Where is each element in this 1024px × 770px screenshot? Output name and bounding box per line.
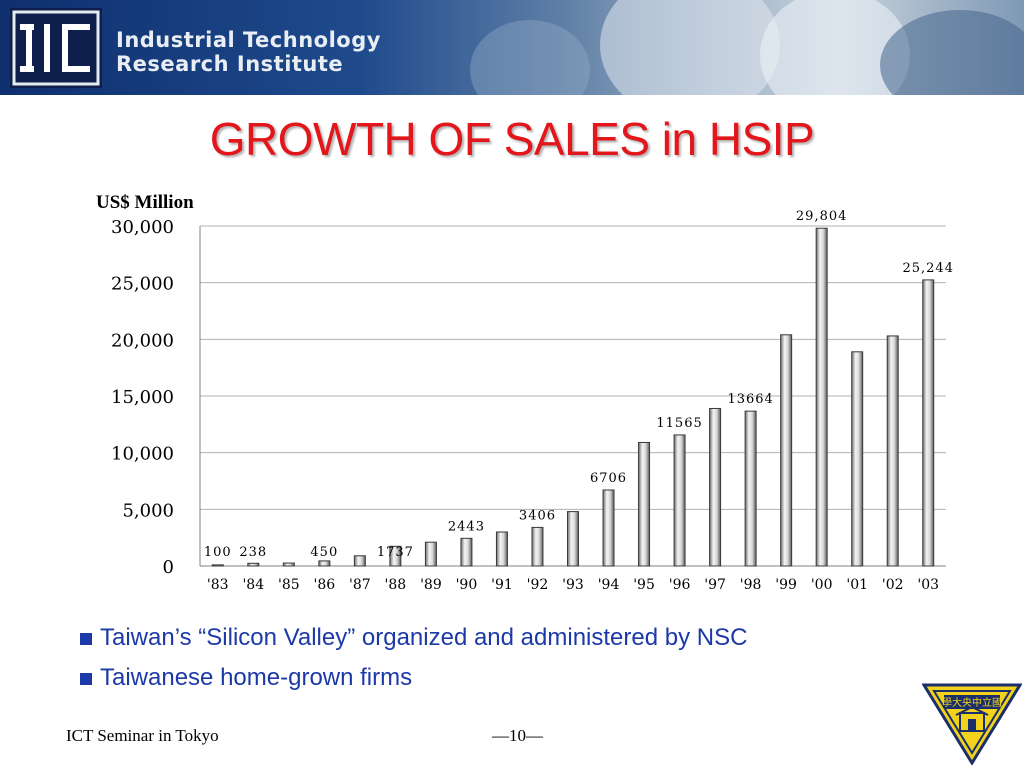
x-tick-label: '95 <box>633 577 655 593</box>
y-tick-label: 30,000 <box>111 217 174 238</box>
data-label: 29,804 <box>796 209 848 224</box>
bar <box>282 562 295 567</box>
x-tick-label: '92 <box>527 577 549 593</box>
x-tick-label: '96 <box>669 577 691 593</box>
bar <box>673 434 686 567</box>
y-axis-title: US$ Million <box>96 192 194 213</box>
bar <box>851 351 864 567</box>
bar <box>886 335 899 567</box>
itri-logo: JIC <box>10 8 102 88</box>
x-tick-label: '83 <box>207 577 229 593</box>
banner-photo-shape <box>470 20 590 95</box>
y-tick-label: 5,000 <box>122 500 174 521</box>
bar <box>353 555 366 567</box>
bar <box>709 407 722 567</box>
svg-text:JIC: JIC <box>56 86 60 88</box>
y-tick-label: 20,000 <box>111 330 174 351</box>
x-tick-label: '98 <box>740 577 762 593</box>
square-bullet-icon <box>80 673 92 685</box>
bar <box>638 441 651 567</box>
x-tick-label: '91 <box>491 577 513 593</box>
x-tick-label: '03 <box>917 577 939 593</box>
footer-left: ICT Seminar in Tokyo <box>66 726 219 745</box>
org-name-line2: Research Institute <box>116 52 344 76</box>
bullet-list: Taiwan’s “Silicon Valley” organized and … <box>80 618 747 698</box>
data-label: 25,244 <box>902 261 954 276</box>
page-number: —10— <box>492 726 543 745</box>
banner-photo-shape <box>600 0 780 95</box>
bar <box>744 410 757 567</box>
y-tick-label: 0 <box>163 557 174 578</box>
data-label: 1737 <box>377 545 414 560</box>
x-tick-label: '89 <box>420 577 442 593</box>
bar <box>602 489 615 567</box>
data-label: 2443 <box>448 519 485 534</box>
x-tick-label: '99 <box>775 577 797 593</box>
header-banner: JIC Industrial Technology Research Insti… <box>0 0 1024 95</box>
bar <box>318 560 331 567</box>
data-label: 13664 <box>727 392 773 407</box>
bar <box>495 531 508 567</box>
svg-text:學大央中立國: 學大央中立國 <box>942 696 1002 709</box>
y-tick-label: 10,000 <box>111 444 174 465</box>
x-tick-label: '97 <box>704 577 726 593</box>
bullet-text: Taiwanese home-grown firms <box>100 664 413 691</box>
bar <box>780 334 793 567</box>
bar <box>531 526 544 567</box>
data-label: 11565 <box>656 416 702 431</box>
x-tick-label: '01 <box>846 577 868 593</box>
x-tick-label: '93 <box>562 577 584 593</box>
data-label: 238 <box>239 545 267 560</box>
org-name-line1: Industrial Technology <box>116 28 381 52</box>
bullet-item: Taiwanese home-grown firms <box>80 658 747 698</box>
data-label: 3406 <box>519 508 556 523</box>
bullet-item: Taiwan’s “Silicon Valley” organized and … <box>80 618 747 658</box>
bar <box>247 562 260 567</box>
bar <box>815 227 828 567</box>
bar <box>389 545 402 567</box>
slide-title: GROWTH OF SALES in HSIP <box>209 113 815 165</box>
bar <box>424 541 437 567</box>
bar <box>567 511 579 567</box>
x-tick-label: '90 <box>456 577 478 593</box>
x-tick-label: '02 <box>882 577 904 593</box>
x-tick-label: '85 <box>278 577 300 593</box>
data-label: 6706 <box>590 471 627 486</box>
x-tick-label: '84 <box>242 577 264 593</box>
x-tick-label: '88 <box>385 577 407 593</box>
bullet-text: Taiwan’s “Silicon Valley” organized and … <box>100 624 748 651</box>
bar <box>211 564 224 567</box>
university-seal-logo: 學大央中立國 <box>921 683 1023 766</box>
data-label: 450 <box>310 545 338 560</box>
x-tick-label: '86 <box>313 577 335 593</box>
y-tick-label: 25,000 <box>111 274 174 295</box>
x-tick-label: '94 <box>598 577 620 593</box>
square-bullet-icon <box>80 633 92 645</box>
y-tick-label: 15,000 <box>111 387 174 408</box>
sales-bar-chart: 0 5,000 10,000 15,000 20,000 25,000 30,000 US$ … <box>96 192 954 593</box>
x-tick-label: '00 <box>811 577 833 593</box>
bar <box>922 279 935 567</box>
x-tick-label: '87 <box>349 577 371 593</box>
banner-photo-shape <box>880 10 1024 95</box>
data-label: 100 <box>204 545 232 560</box>
bar <box>460 537 473 567</box>
